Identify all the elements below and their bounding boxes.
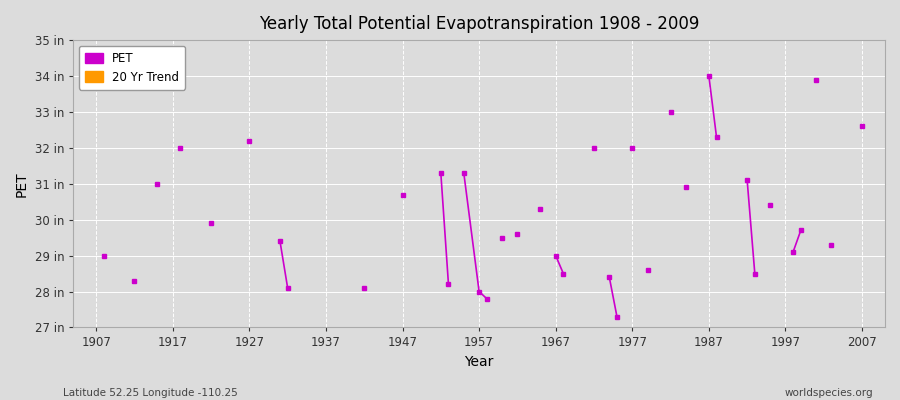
Text: worldspecies.org: worldspecies.org: [785, 388, 873, 398]
Legend: PET, 20 Yr Trend: PET, 20 Yr Trend: [79, 46, 185, 90]
Title: Yearly Total Potential Evapotranspiration 1908 - 2009: Yearly Total Potential Evapotranspiratio…: [259, 15, 699, 33]
Text: Latitude 52.25 Longitude -110.25: Latitude 52.25 Longitude -110.25: [63, 388, 238, 398]
Y-axis label: PET: PET: [15, 171, 29, 196]
X-axis label: Year: Year: [464, 355, 494, 369]
